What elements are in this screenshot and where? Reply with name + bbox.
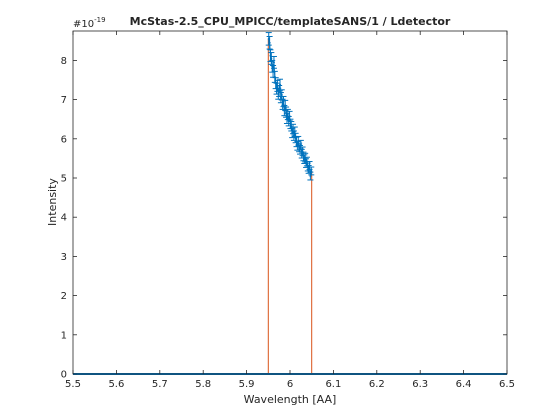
x-axis-label: Wavelength [AA]: [244, 393, 337, 406]
y-exponent-label: #10-19: [73, 16, 106, 30]
data-point: [272, 61, 275, 64]
x-tick-label: 5.9: [239, 379, 255, 390]
y-tick-label: 7: [61, 95, 67, 106]
x-tick-label: 6.5: [499, 379, 515, 390]
data-point: [270, 57, 273, 60]
error-bar: [307, 171, 314, 181]
x-tick-label: 5.6: [108, 379, 124, 390]
data-point: [288, 115, 291, 118]
data-point: [292, 128, 295, 130]
error-bar: [308, 166, 315, 176]
y-tick-label: 3: [61, 252, 67, 263]
error-bar: [282, 99, 289, 112]
y-tick-label: 6: [61, 134, 67, 145]
y-axis-label: Intensity: [46, 178, 59, 226]
x-tick-label: 5.5: [65, 379, 81, 390]
axes: [72, 30, 508, 375]
data-point: [282, 100, 285, 103]
x-tick-labels: 5.5 5.6 5.7 5.8 5.9 6 6.1 6.2 6.3 6.4 6.5: [65, 379, 515, 390]
x-tick-label: 6.1: [325, 379, 341, 390]
data-point: [284, 104, 287, 107]
y-tick-label: 0: [61, 370, 67, 381]
data-point: [310, 169, 313, 172]
edge-lines: [267, 38, 313, 374]
data-point: [293, 130, 296, 133]
y-tick-labels: 0 1 2 3 4 5 6 7 8: [61, 56, 67, 381]
y-tick-label: 4: [61, 213, 67, 224]
plot-area: [73, 31, 507, 374]
y-exponent-base: #10: [73, 19, 94, 30]
y-tick-label: 2: [61, 291, 67, 302]
x-tick-label: 6.3: [412, 379, 428, 390]
data-point: [299, 143, 302, 146]
error-bar: [268, 52, 275, 65]
error-bar: [267, 49, 274, 63]
y-tick-label: 5: [61, 174, 67, 185]
chart-title: McStas-2.5_CPU_MPICC/templateSANS/1 / Ld…: [130, 15, 451, 28]
error-bar: [266, 35, 273, 50]
error-bar: [278, 89, 285, 101]
x-tick-label: 5.8: [195, 379, 211, 390]
x-tick-label: 6.2: [369, 379, 385, 390]
data-point: [280, 93, 283, 96]
data-point: [309, 175, 312, 178]
data-point: [286, 113, 289, 116]
x-tick-label: 6.4: [456, 379, 472, 390]
x-tick-label: 6: [287, 379, 293, 390]
y-tick-label: 8: [61, 56, 67, 67]
y-tick-label: 1: [61, 330, 67, 341]
data-point: [308, 164, 311, 167]
data-point: [268, 41, 271, 44]
x-tick-label: 5.7: [152, 379, 168, 390]
error-bar: [270, 55, 277, 69]
y-exponent-power: -19: [94, 16, 105, 24]
data-point: [279, 83, 282, 86]
